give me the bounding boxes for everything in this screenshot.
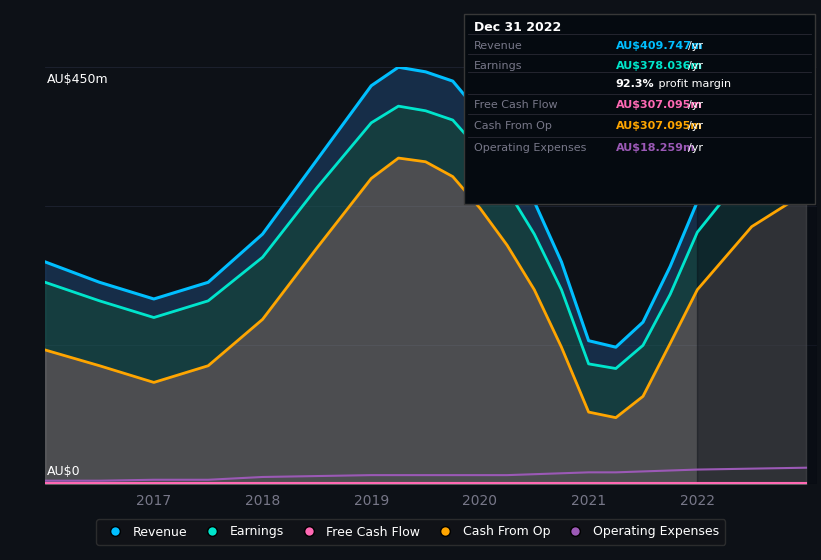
Text: AU$409.747m: AU$409.747m — [616, 41, 704, 51]
Text: Dec 31 2022: Dec 31 2022 — [474, 21, 561, 34]
Text: Earnings: Earnings — [474, 61, 522, 71]
Text: AU$18.259m: AU$18.259m — [616, 143, 695, 153]
Text: AU$378.036m: AU$378.036m — [616, 61, 703, 71]
Text: Operating Expenses: Operating Expenses — [474, 143, 586, 153]
Text: /yr: /yr — [688, 143, 703, 153]
Text: 92.3%: 92.3% — [616, 79, 654, 89]
Text: /yr: /yr — [688, 100, 703, 110]
Text: AU$307.095m: AU$307.095m — [616, 100, 703, 110]
Text: /yr: /yr — [688, 61, 703, 71]
Text: profit margin: profit margin — [655, 79, 732, 89]
Text: AU$307.095m: AU$307.095m — [616, 121, 703, 131]
Text: /yr: /yr — [688, 41, 703, 51]
Bar — [697, 67, 817, 484]
Legend: Revenue, Earnings, Free Cash Flow, Cash From Op, Operating Expenses: Revenue, Earnings, Free Cash Flow, Cash … — [96, 519, 725, 545]
Text: Cash From Op: Cash From Op — [474, 121, 552, 131]
Text: Free Cash Flow: Free Cash Flow — [474, 100, 557, 110]
Text: AU$450m: AU$450m — [47, 73, 108, 86]
Text: /yr: /yr — [688, 121, 703, 131]
Text: AU$0: AU$0 — [47, 465, 80, 478]
Text: Revenue: Revenue — [474, 41, 522, 51]
